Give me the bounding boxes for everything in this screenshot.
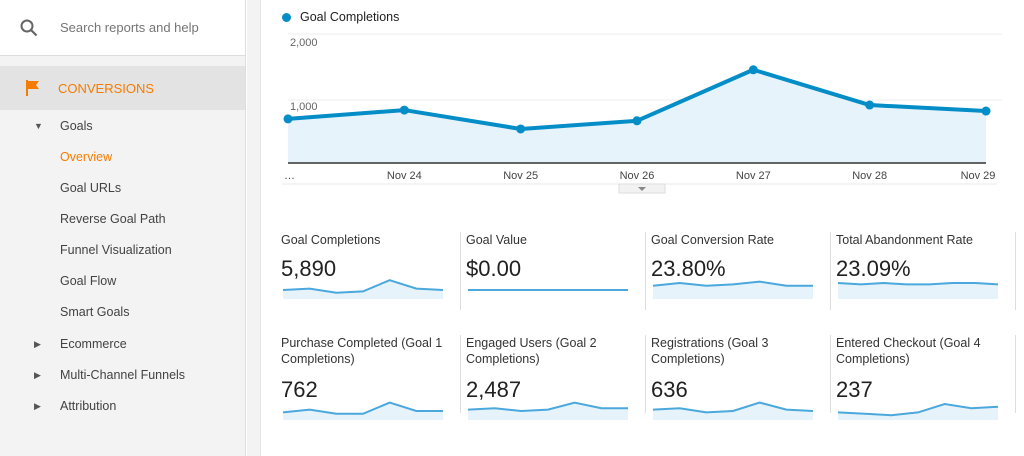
metric-label: Entered Checkout (Goal 4 Completions)	[836, 336, 981, 366]
legend-label: Goal Completions	[300, 10, 400, 24]
caret-down-icon	[638, 187, 646, 191]
divider	[247, 0, 261, 456]
metric-tile[interactable]: Goal Completions 5,890	[281, 232, 461, 310]
search-input[interactable]: Search reports and help	[60, 20, 199, 35]
metric-value: 5,890	[281, 256, 337, 281]
search-icon	[20, 19, 38, 36]
sparkline	[652, 280, 813, 299]
goal-completions-chart: 2,000 1,000 … Nov 24 Nov 25 Nov 26 Nov 27 Nov 2…	[282, 33, 1002, 194]
legend-dot-icon	[282, 12, 291, 22]
sidebar: Search reports and help CONVERSIONS Goal…	[0, 0, 246, 456]
metric-label: Goal Conversion Rate	[651, 233, 774, 247]
x-tick-label: Nov 28	[852, 170, 887, 182]
metric-tile[interactable]: Entered Checkout (Goal 4 Completions) 237	[836, 335, 1016, 420]
collapsed-caret-icon[interactable]: ▶	[34, 339, 41, 349]
sidebar-item-attribution[interactable]: Attribution	[60, 399, 117, 413]
metric-value: 636	[651, 377, 688, 402]
sidebar-item-funnel-visualization[interactable]: Funnel Visualization	[60, 243, 172, 257]
sidebar-item-multi-channel-funnels[interactable]: Multi-Channel Funnels	[60, 368, 186, 382]
x-tick-label: Nov 24	[387, 170, 422, 182]
data-point	[283, 114, 293, 124]
x-tick-label: Nov 29	[961, 170, 996, 182]
collapsed-caret-icon[interactable]: ▶	[34, 401, 41, 411]
metric-label: Purchase Completed (Goal 1 Completions)	[281, 336, 443, 366]
flag-icon	[26, 80, 39, 96]
sidebar-item-overview[interactable]: Overview	[60, 150, 113, 164]
section-label: CONVERSIONS	[58, 80, 155, 96]
expanded-caret-icon[interactable]: ▼	[34, 121, 43, 131]
data-point	[981, 106, 991, 116]
sidebar-item-goal-urls[interactable]: Goal URLs	[60, 181, 122, 195]
collapsed-caret-icon[interactable]: ▶	[34, 370, 41, 380]
area-fill	[288, 69, 986, 163]
chart-legend: Goal Completions	[282, 10, 399, 24]
metric-tile[interactable]: Goal Value $0.00	[466, 232, 646, 310]
metric-value: 2,487	[466, 377, 522, 402]
sparkline	[652, 401, 814, 420]
x-tick-label: …	[284, 170, 295, 182]
data-point	[399, 105, 409, 115]
sparkline	[837, 281, 999, 299]
metric-tile[interactable]: Registrations (Goal 3 Completions) 636	[651, 335, 831, 420]
sparkline	[282, 401, 443, 420]
sparkline	[282, 279, 444, 299]
data-point	[632, 116, 642, 126]
metric-tile[interactable]: Purchase Completed (Goal 1 Completions) 7…	[281, 335, 461, 420]
data-point	[516, 124, 526, 134]
sidebar-section-conversions[interactable]: CONVERSIONS	[0, 66, 245, 110]
data-point	[865, 100, 875, 110]
metric-label: Total Abandonment Rate	[836, 233, 973, 247]
sidebar-item-ecommerce[interactable]: Ecommerce	[60, 337, 127, 351]
metric-tile[interactable]: Engaged Users (Goal 2 Completions) 2,487	[466, 335, 646, 420]
y-tick-label: 1,000	[290, 101, 318, 113]
sidebar-item-reverse-goal-path[interactable]: Reverse Goal Path	[60, 212, 166, 226]
sidebar-item-goal-flow[interactable]: Goal Flow	[60, 274, 117, 288]
x-tick-label: Nov 25	[503, 170, 538, 182]
sparkline	[468, 289, 628, 291]
sparkline	[837, 402, 999, 420]
y-tick-label: 2,000	[290, 37, 318, 49]
metric-value: $0.00	[466, 256, 522, 281]
sidebar-item-smart-goals[interactable]: Smart Goals	[60, 305, 130, 319]
x-tick-label: Nov 26	[620, 170, 655, 182]
metric-label: Goal Completions	[281, 233, 381, 247]
metric-value: 237	[836, 377, 873, 402]
metric-value: 762	[281, 377, 318, 402]
sidebar-item-goals[interactable]: Goals	[60, 119, 93, 133]
search-bar[interactable]: Search reports and help	[0, 0, 245, 56]
main-content: 2,000 1,000 … Nov 24 Nov 25 Nov 26 Nov 27 Nov 2…	[262, 0, 1024, 456]
metric-label: Engaged Users (Goal 2 Completions)	[466, 336, 597, 366]
metric-value: 23.80%	[651, 256, 726, 281]
data-point	[748, 65, 758, 75]
metric-value: 23.09%	[836, 256, 911, 281]
metric-tile[interactable]: Total Abandonment Rate 23.09%	[836, 232, 1016, 310]
metric-label: Goal Value	[466, 233, 527, 247]
x-tick-label: Nov 27	[736, 170, 771, 182]
metric-tile[interactable]: Goal Conversion Rate 23.80%	[651, 232, 831, 310]
sparkline	[467, 401, 628, 420]
metric-label: Registrations (Goal 3 Completions)	[651, 336, 769, 366]
